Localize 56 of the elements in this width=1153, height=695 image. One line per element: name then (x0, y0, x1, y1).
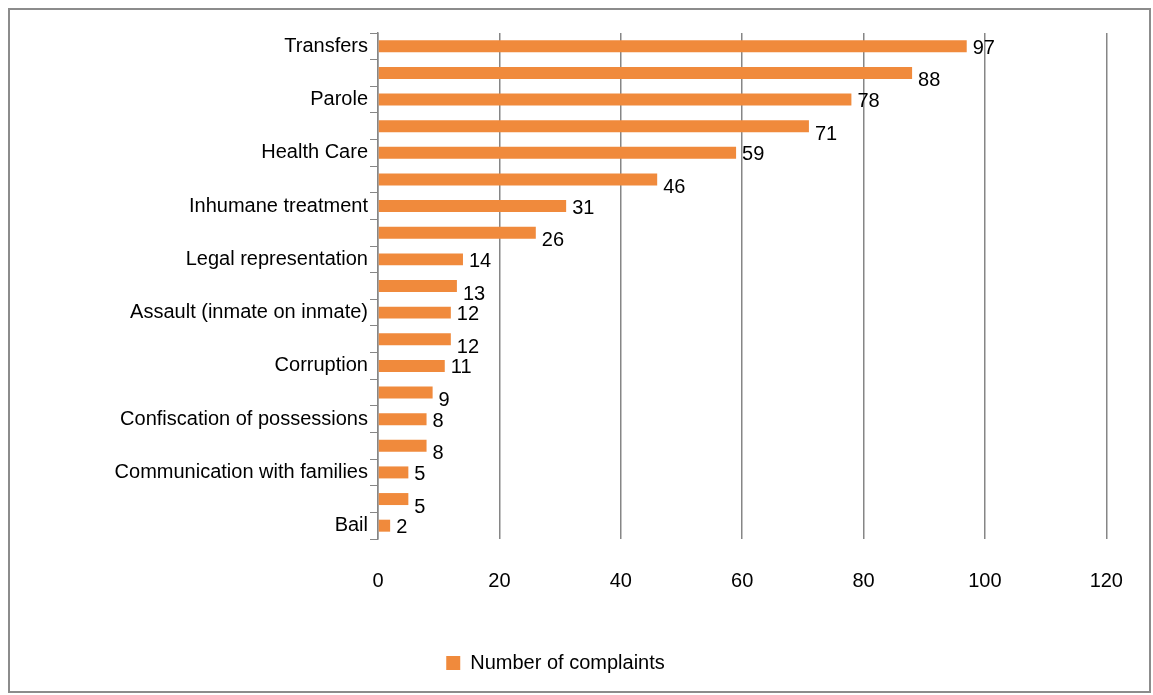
y-tick-label: Transfers (284, 33, 368, 56)
x-tick-label: 120 (1089, 568, 1123, 591)
bar (378, 253, 463, 266)
data-label: 8 (432, 408, 444, 431)
bar (378, 466, 409, 479)
bar (378, 120, 809, 133)
bar (378, 413, 427, 426)
data-label: 26 (541, 228, 565, 251)
legend-label: Number of complaints (470, 650, 665, 673)
data-label: 71 (814, 121, 838, 144)
bar (378, 519, 391, 532)
x-tick-label: 100 (968, 568, 1002, 591)
bar (378, 146, 737, 159)
y-tick-label: Health Care (261, 140, 368, 163)
data-label: 5 (414, 461, 426, 484)
x-tick-label: 80 (852, 568, 875, 591)
x-tick-label: 0 (372, 568, 384, 591)
data-label: 11 (450, 355, 472, 378)
bar (378, 493, 409, 506)
bar (378, 333, 451, 346)
data-label: 2 (396, 515, 408, 538)
x-tick-label: 20 (488, 568, 511, 591)
data-label: 59 (742, 142, 765, 165)
data-label: 9 (438, 388, 450, 411)
data-label: 8 (432, 441, 444, 464)
x-tick-label: 40 (609, 568, 632, 591)
y-tick-label: Confiscation of possessions (120, 406, 368, 429)
data-label: 88 (918, 68, 941, 91)
bar (378, 439, 427, 452)
data-label: 12 (456, 302, 480, 325)
data-label: 31 (572, 195, 595, 218)
bar (378, 280, 457, 292)
y-tick-label: Legal representation (185, 246, 368, 269)
data-label: 5 (414, 494, 426, 517)
y-tick-label: Corruption (274, 353, 368, 376)
bar (378, 93, 852, 106)
data-label: 13 (462, 281, 486, 304)
y-tick-label: Assault (inmate on inmate) (130, 300, 368, 323)
bar (378, 66, 913, 79)
y-tick-label: Bail (334, 513, 368, 536)
bar (378, 200, 567, 213)
data-label: 46 (663, 174, 686, 197)
bar (378, 40, 967, 53)
bar (378, 359, 445, 372)
bar (378, 306, 451, 319)
bar (378, 226, 536, 239)
y-tick-label: Inhumane treatment (189, 193, 369, 216)
bar (378, 386, 433, 399)
x-tick-label: 60 (731, 568, 754, 591)
y-tick-label: Parole (310, 87, 368, 110)
y-tick-label: Communication with families (114, 459, 368, 482)
data-label: 14 (468, 248, 492, 271)
data-label: 78 (857, 89, 880, 112)
bar (378, 173, 658, 186)
data-label: 97 (972, 35, 995, 58)
data-label: 12 (456, 334, 480, 357)
